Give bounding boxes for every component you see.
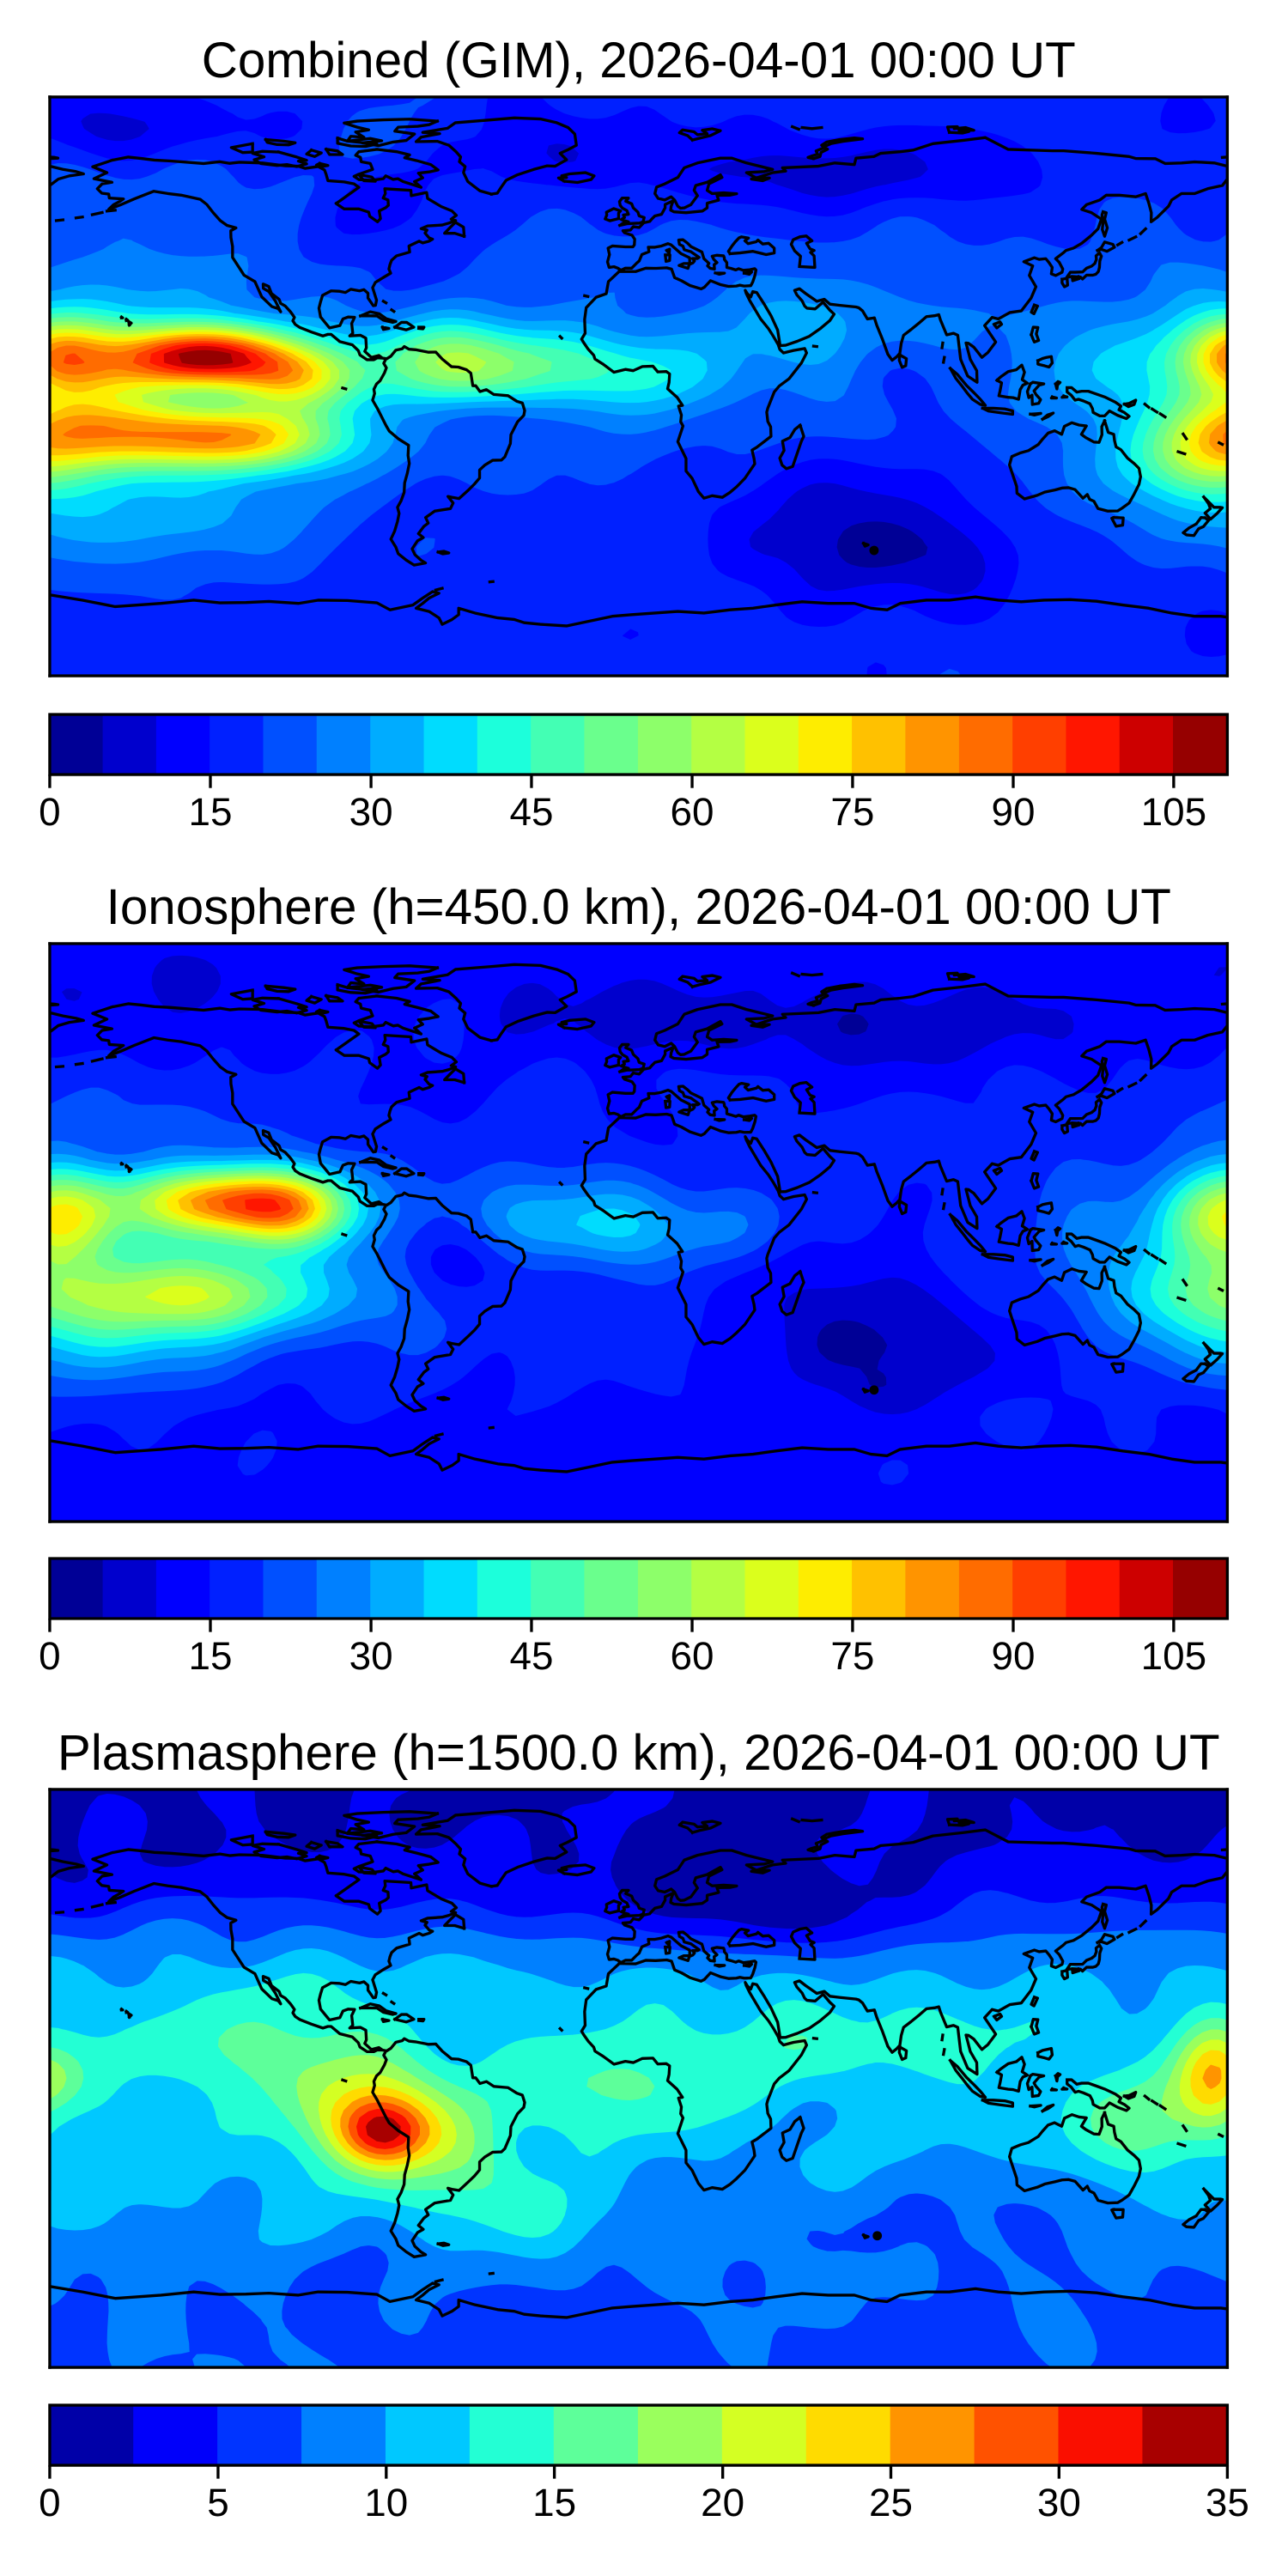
- svg-text:15: 15: [189, 1634, 233, 1678]
- svg-text:45: 45: [509, 1634, 553, 1678]
- svg-text:0: 0: [39, 790, 61, 834]
- svg-text:Plasmasphere (h=1500.0 km), 20: Plasmasphere (h=1500.0 km), 2026-04-01 0…: [58, 1725, 1220, 1781]
- svg-text:5: 5: [207, 2481, 229, 2524]
- svg-text:10: 10: [364, 2481, 408, 2524]
- svg-text:25: 25: [869, 2481, 913, 2524]
- svg-text:60: 60: [671, 790, 714, 834]
- svg-text:Ionosphere (h=450.0 km), 2026: Ionosphere (h=450.0 km), 2026-04-01 00:0…: [106, 879, 1171, 935]
- svg-text:30: 30: [349, 790, 393, 834]
- svg-text:30: 30: [1037, 2481, 1081, 2524]
- svg-text:30: 30: [349, 1634, 393, 1678]
- svg-text:105: 105: [1141, 790, 1206, 834]
- svg-text:35: 35: [1206, 2481, 1249, 2524]
- svg-text:60: 60: [671, 1634, 714, 1678]
- svg-text:90: 90: [992, 790, 1036, 834]
- svg-text:15: 15: [189, 790, 233, 834]
- svg-text:45: 45: [509, 790, 553, 834]
- svg-text:75: 75: [830, 1634, 874, 1678]
- svg-text:105: 105: [1141, 1634, 1206, 1678]
- svg-text:90: 90: [992, 1634, 1036, 1678]
- svg-text:0: 0: [39, 2481, 61, 2524]
- svg-text:75: 75: [830, 790, 874, 834]
- svg-text:20: 20: [701, 2481, 744, 2524]
- svg-text:0: 0: [39, 1634, 61, 1678]
- svg-text:15: 15: [532, 2481, 576, 2524]
- svg-text:Combined (GIM), 2026-04-01 00:: Combined (GIM), 2026-04-01 00:00 UT: [202, 33, 1076, 88]
